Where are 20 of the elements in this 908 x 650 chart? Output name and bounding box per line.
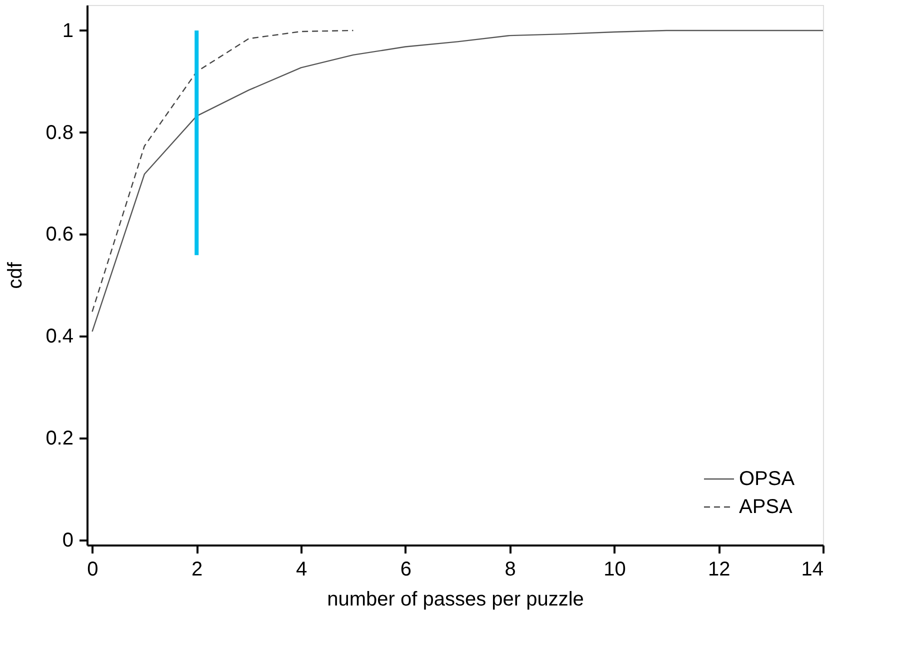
y-tick-label: 0 <box>62 529 74 552</box>
line-series <box>92 30 824 332</box>
y-tick-label: 0.2 <box>46 428 74 450</box>
y-tick-label: 0.8 <box>46 122 74 144</box>
x-tick-label: 10 <box>604 558 626 580</box>
x-axis-title: number of passes per puzzle <box>327 588 584 610</box>
y-axis-title: cdf <box>4 262 27 289</box>
y-tick-label: 0.4 <box>46 326 74 348</box>
x-tick-label: 14 <box>801 558 824 580</box>
x-tick-label: 12 <box>708 558 730 580</box>
y-tick-label: 0.6 <box>46 224 74 246</box>
x-tick-label: 0 <box>87 558 98 580</box>
y-tick-label: 1 <box>62 20 74 42</box>
line-series <box>92 30 354 312</box>
x-tick-label: 8 <box>504 558 516 580</box>
legend-label: APSA <box>739 496 794 518</box>
legend-label: OPSA <box>739 468 796 490</box>
x-tick-label: 4 <box>296 558 308 580</box>
x-tick-label: 6 <box>400 558 412 580</box>
x-tick-label: 2 <box>192 558 203 580</box>
